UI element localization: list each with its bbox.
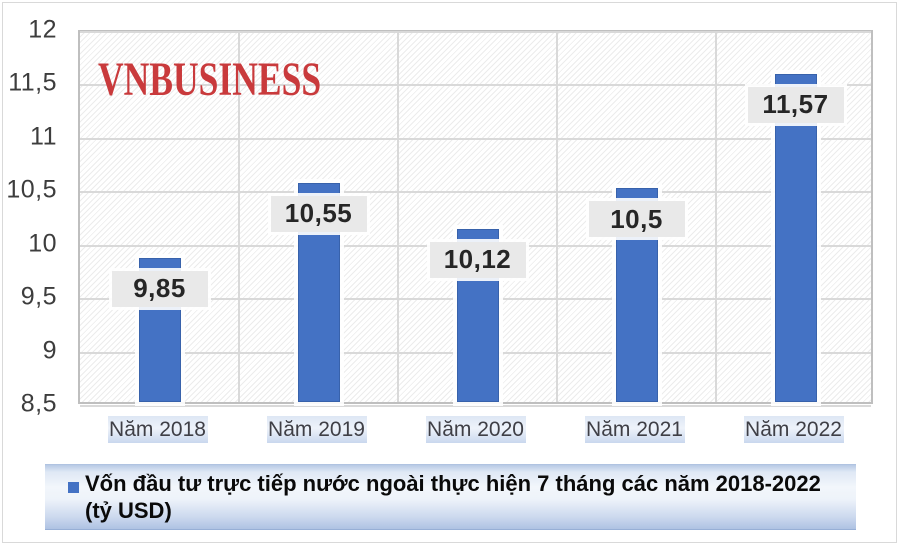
y-tick-label: 11,5 xyxy=(8,68,57,97)
gridline-h xyxy=(80,84,871,87)
legend-line2: (tỷ USD) xyxy=(85,498,172,523)
watermark: VNBUSINESS xyxy=(98,53,322,106)
x-category-label: Năm 2022 xyxy=(743,416,844,443)
data-label: 10,55 xyxy=(270,195,367,232)
plot-area: 9,85 10,55 10,12 10,5 11,57 xyxy=(78,30,873,407)
bar-Năm 2022 xyxy=(774,73,817,402)
gridline-v xyxy=(715,32,717,402)
gridline-h xyxy=(80,191,871,194)
x-category-label: Năm 2021 xyxy=(584,416,685,443)
x-category-label: Năm 2018 xyxy=(107,416,208,443)
data-label: 11,57 xyxy=(747,86,844,123)
gridline-v xyxy=(397,32,399,402)
legend-label: Vốn đầu tư trực tiếp nước ngoài thực hiệ… xyxy=(85,470,845,524)
y-tick-label: 12 xyxy=(28,15,57,44)
legend-line1: Vốn đầu tư trực tiếp nước ngoài thực hiệ… xyxy=(85,471,821,496)
y-tick-label: 10 xyxy=(28,229,57,258)
gridline-v xyxy=(556,32,558,402)
x-category-label: Năm 2019 xyxy=(266,416,367,443)
gridline-h xyxy=(80,405,871,407)
y-tick-label: 10,5 xyxy=(6,175,57,204)
y-tick-label: 9,5 xyxy=(20,282,57,311)
legend: Vốn đầu tư trực tiếp nước ngoài thực hiệ… xyxy=(45,464,856,530)
gridline-h xyxy=(80,137,871,140)
y-tick-label: 9 xyxy=(42,336,57,365)
y-tick-label: 11 xyxy=(30,122,57,151)
data-label: 10,12 xyxy=(429,241,526,278)
gridline-h xyxy=(80,31,871,33)
legend-marker-swatch xyxy=(68,482,79,493)
data-label: 10,5 xyxy=(588,201,685,238)
y-tick-label: 8,5 xyxy=(20,389,57,418)
data-label: 9,85 xyxy=(111,270,208,307)
x-category-label: Năm 2020 xyxy=(425,416,526,443)
gridline-v xyxy=(238,32,240,402)
